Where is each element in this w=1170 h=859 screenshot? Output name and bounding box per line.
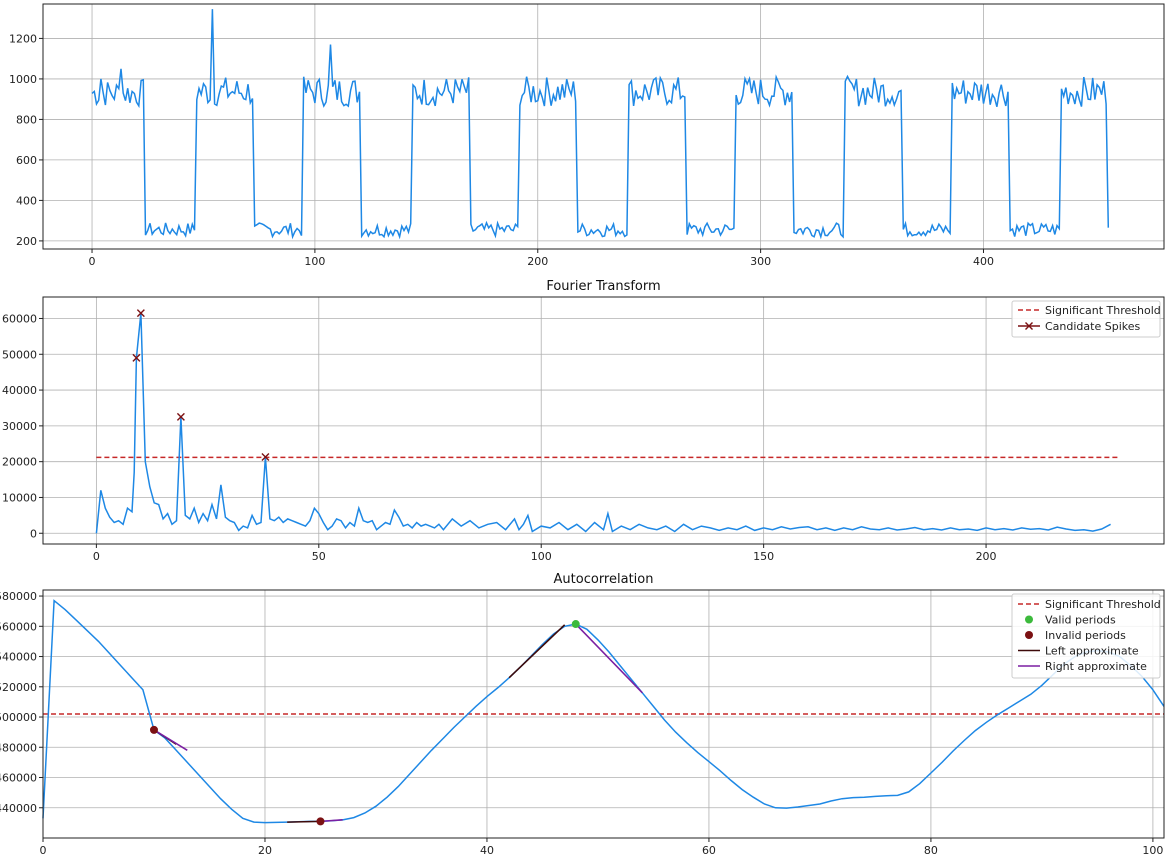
- legend-invalid-swatch: [1025, 631, 1033, 639]
- x-tick-label: 100: [304, 255, 325, 268]
- x-tick-label: 20: [258, 844, 272, 857]
- autocorrelation-title: Autocorrelation: [554, 572, 654, 587]
- right-approx-segment: [575, 623, 643, 694]
- x-tick-label: 100: [1142, 844, 1163, 857]
- y-tick-label: 40000: [2, 384, 37, 397]
- y-tick-label: 30000: [2, 420, 37, 433]
- y-tick-label: 600: [16, 154, 37, 167]
- y-tick-label: 50000: [2, 348, 37, 361]
- candidate-spike-marker: [132, 353, 141, 362]
- autocorrelation-line: [42, 599, 1165, 824]
- y-tick-label: 200: [16, 235, 37, 248]
- grid-lines: [43, 4, 1164, 249]
- x-tick-label: 100: [531, 550, 552, 563]
- autocorrelation-panel: Autocorrelation 0 20 40 60 80 100 440000 46000…: [0, 572, 1165, 857]
- legend-threshold-label: Significant Threshold: [1045, 598, 1161, 611]
- plot-frame: [42, 589, 1165, 839]
- x-tick-labels: 0 20 40 60 80 100: [40, 838, 1163, 857]
- right-approx-segment: [153, 729, 188, 751]
- x-tick-label: 200: [527, 255, 548, 268]
- y-tick-labels: 0 10000 20000 30000 40000 50000 60000: [2, 312, 43, 540]
- y-tick-label: 560000: [0, 620, 37, 633]
- y-tick-label: 60000: [2, 312, 37, 325]
- left-approx-segment: [508, 624, 566, 679]
- plot-frame: [42, 296, 1165, 545]
- y-tick-label: 540000: [0, 651, 37, 664]
- x-tick-label: 200: [976, 550, 997, 563]
- left-approx-segment: [287, 820, 321, 823]
- period-markers: [149, 620, 580, 826]
- x-tick-label: 40: [480, 844, 494, 857]
- candidate-spike-marker: [136, 309, 145, 318]
- signal-line: [91, 9, 1110, 240]
- legend-left-approx-label: Left approximate: [1045, 645, 1139, 658]
- candidate-spike-marker: [261, 453, 270, 462]
- y-tick-label: 0: [30, 527, 37, 540]
- valid-period-marker: [571, 620, 580, 629]
- fourier-legend: Significant Threshold Candidate Spikes: [1011, 300, 1161, 338]
- y-tick-label: 580000: [0, 590, 37, 603]
- y-tick-label: 10000: [2, 491, 37, 504]
- autocorrelation-series: [42, 599, 1165, 824]
- y-tick-labels: 200 400 600 800 1000 1200: [9, 32, 43, 248]
- x-tick-label: 60: [702, 844, 716, 857]
- legend-spike-label: Candidate Spikes: [1045, 320, 1140, 333]
- y-tick-label: 500000: [0, 711, 37, 724]
- y-tick-label: 20000: [2, 456, 37, 469]
- x-tick-label: 0: [93, 550, 100, 563]
- candidate-spike-marker: [176, 412, 185, 421]
- invalid-period-marker: [149, 725, 158, 734]
- x-tick-labels: 0 100 200 300 400: [89, 249, 994, 268]
- legend-invalid-label: Invalid periods: [1045, 629, 1126, 642]
- legend-spike-x-icon: [1025, 322, 1033, 330]
- x-tick-label: 50: [312, 550, 326, 563]
- x-tick-label: 0: [40, 844, 47, 857]
- signal-series: [91, 9, 1110, 240]
- y-tick-label: 480000: [0, 741, 37, 754]
- fourier-series: [95, 313, 1111, 534]
- legend-valid-swatch: [1025, 615, 1033, 624]
- y-tick-label: 1200: [9, 32, 37, 45]
- fourier-title: Fourier Transform: [546, 279, 660, 294]
- fourier-line: [95, 313, 1111, 534]
- y-tick-label: 520000: [0, 681, 37, 694]
- y-tick-label: 440000: [0, 802, 37, 815]
- x-tick-label: 80: [924, 844, 938, 857]
- candidate-spike-markers: [132, 309, 270, 462]
- autocorrelation-legend: Significant Threshold Valid periods Inva…: [1011, 593, 1161, 679]
- y-tick-label: 460000: [0, 772, 37, 785]
- x-tick-label: 300: [750, 255, 771, 268]
- y-tick-label: 400: [16, 194, 37, 207]
- x-tick-label: 150: [753, 550, 774, 563]
- y-tick-labels: 440000 460000 480000 500000 520000 540000 5600…: [0, 590, 43, 815]
- legend-box: [1011, 300, 1161, 338]
- grid-lines: [43, 297, 1164, 544]
- legend-box: [1011, 593, 1161, 679]
- y-tick-label: 800: [16, 113, 37, 126]
- x-tick-labels: 0 50 100 150 200: [93, 544, 997, 563]
- invalid-period-marker: [316, 817, 325, 826]
- legend-right-approx-label: Right approximate: [1045, 660, 1147, 673]
- approximation-segments: [153, 623, 643, 823]
- plot-frame: [42, 3, 1165, 250]
- x-tick-label: 400: [973, 255, 994, 268]
- time-series-panel: 0 100 200 300 400 200 400 600 800 1000 1200: [9, 3, 1165, 268]
- fourier-panel: Fourier Transform 0 50 100 150 200 0 10000 200…: [2, 279, 1165, 563]
- y-tick-label: 1000: [9, 73, 37, 86]
- legend-valid-label: Valid periods: [1045, 614, 1116, 627]
- legend-threshold-label: Significant Threshold: [1045, 304, 1161, 317]
- x-tick-label: 0: [89, 255, 96, 268]
